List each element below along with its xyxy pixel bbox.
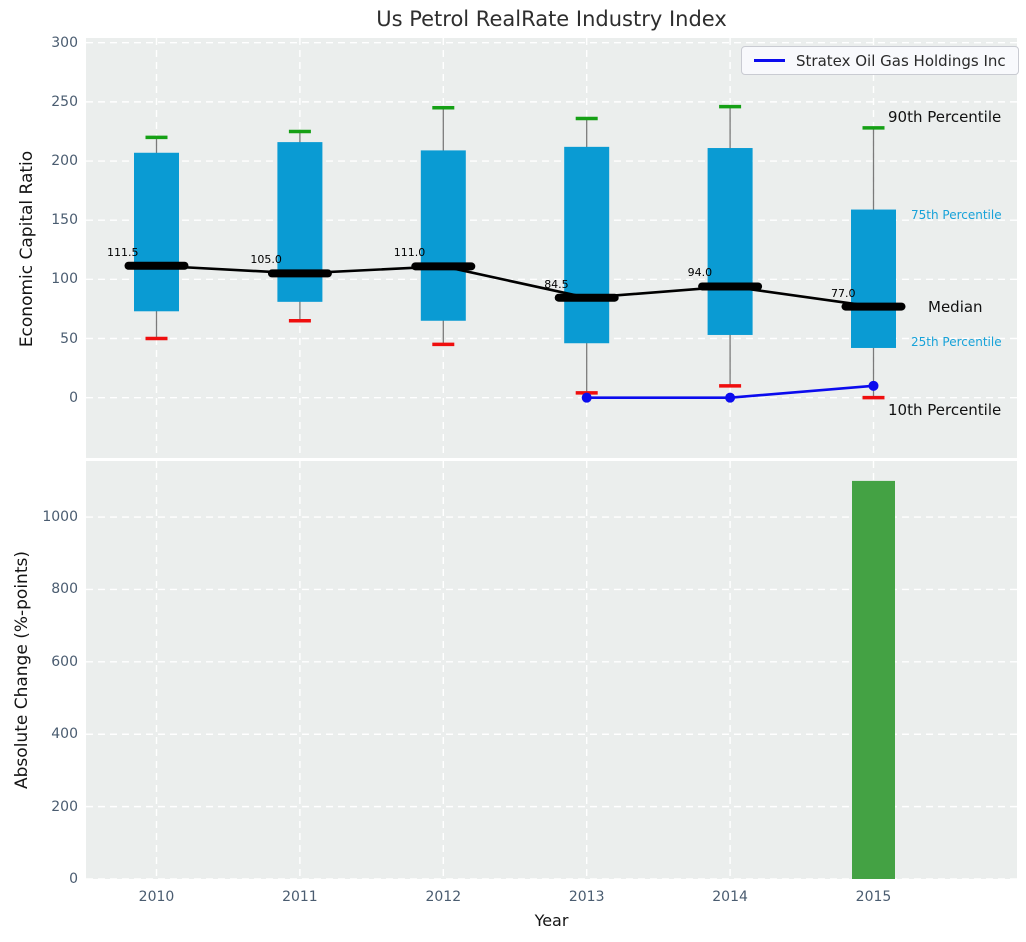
median-value-label: 94.0 [687, 266, 713, 280]
bottom-y-tick-label: 200 [51, 798, 78, 815]
annotation-90th-percentile: 90th Percentile [888, 107, 1002, 126]
annotation-25th-percentile: 25th Percentile [911, 334, 1002, 349]
bottom-y-tick-label: 600 [51, 653, 78, 670]
median-value-label: 84.5 [544, 277, 569, 291]
annotation-median: Median [928, 297, 983, 316]
median-value-label: 77.0 [831, 286, 856, 300]
chart-title: Us Petrol RealRate Industry Index [376, 7, 727, 31]
x-tick-label: 2015 [855, 889, 892, 905]
median-bar [124, 261, 189, 270]
percentile-box [277, 142, 323, 302]
top-y-tick-label: 50 [60, 330, 78, 347]
median-value-label: 111.0 [393, 246, 426, 260]
top-y-tick-label: 0 [69, 389, 78, 406]
annotation-10th-percentile: 10th Percentile [888, 400, 1002, 419]
annotation-75th-percentile: 75th Percentile [911, 207, 1002, 222]
percentile-box [134, 152, 179, 312]
company-dot [581, 392, 592, 403]
x-tick-label: 2010 [138, 889, 175, 905]
top-y-tick-label: 300 [51, 34, 78, 51]
company-dot [725, 392, 736, 403]
x-tick-label: 2014 [712, 889, 748, 905]
x-axis-label: Year [534, 911, 569, 930]
top-y-tick-label: 100 [51, 271, 78, 288]
median-bar [841, 302, 906, 311]
median-bar [698, 282, 763, 291]
percentile-box [564, 146, 610, 344]
bottom-y-tick-label: 800 [51, 581, 78, 598]
median-bar [554, 293, 619, 302]
x-tick-label: 2011 [282, 889, 318, 905]
legend-label: Stratex Oil Gas Holdings Inc [796, 51, 1006, 70]
top-y-tick-label: 150 [51, 212, 78, 229]
median-bar [411, 262, 476, 271]
x-tick-label: 2012 [425, 889, 462, 905]
percentile-box [420, 150, 466, 321]
percentile-box [707, 148, 753, 335]
top-y-axis-label: Economic Capital Ratio [17, 150, 37, 348]
bottom-y-tick-label: 0 [69, 871, 78, 887]
x-tick-label: 2013 [568, 889, 605, 905]
top-y-tick-label: 200 [51, 153, 78, 170]
legend-line-sample [754, 59, 785, 62]
bottom-y-tick-label: 400 [51, 726, 78, 743]
median-value-label: 111.5 [107, 245, 139, 259]
percentile-box [851, 209, 896, 348]
bottom-y-axis-label: Absolute Change (%-points) [12, 551, 32, 789]
legend: Stratex Oil Gas Holdings Inc [741, 46, 1019, 75]
median-value-label: 105.0 [250, 253, 282, 267]
top-y-tick-label: 250 [51, 93, 78, 110]
company-dot [868, 380, 879, 391]
change-bar [852, 480, 895, 879]
bottom-y-tick-label: 1000 [42, 509, 78, 526]
median-bar [267, 269, 332, 278]
